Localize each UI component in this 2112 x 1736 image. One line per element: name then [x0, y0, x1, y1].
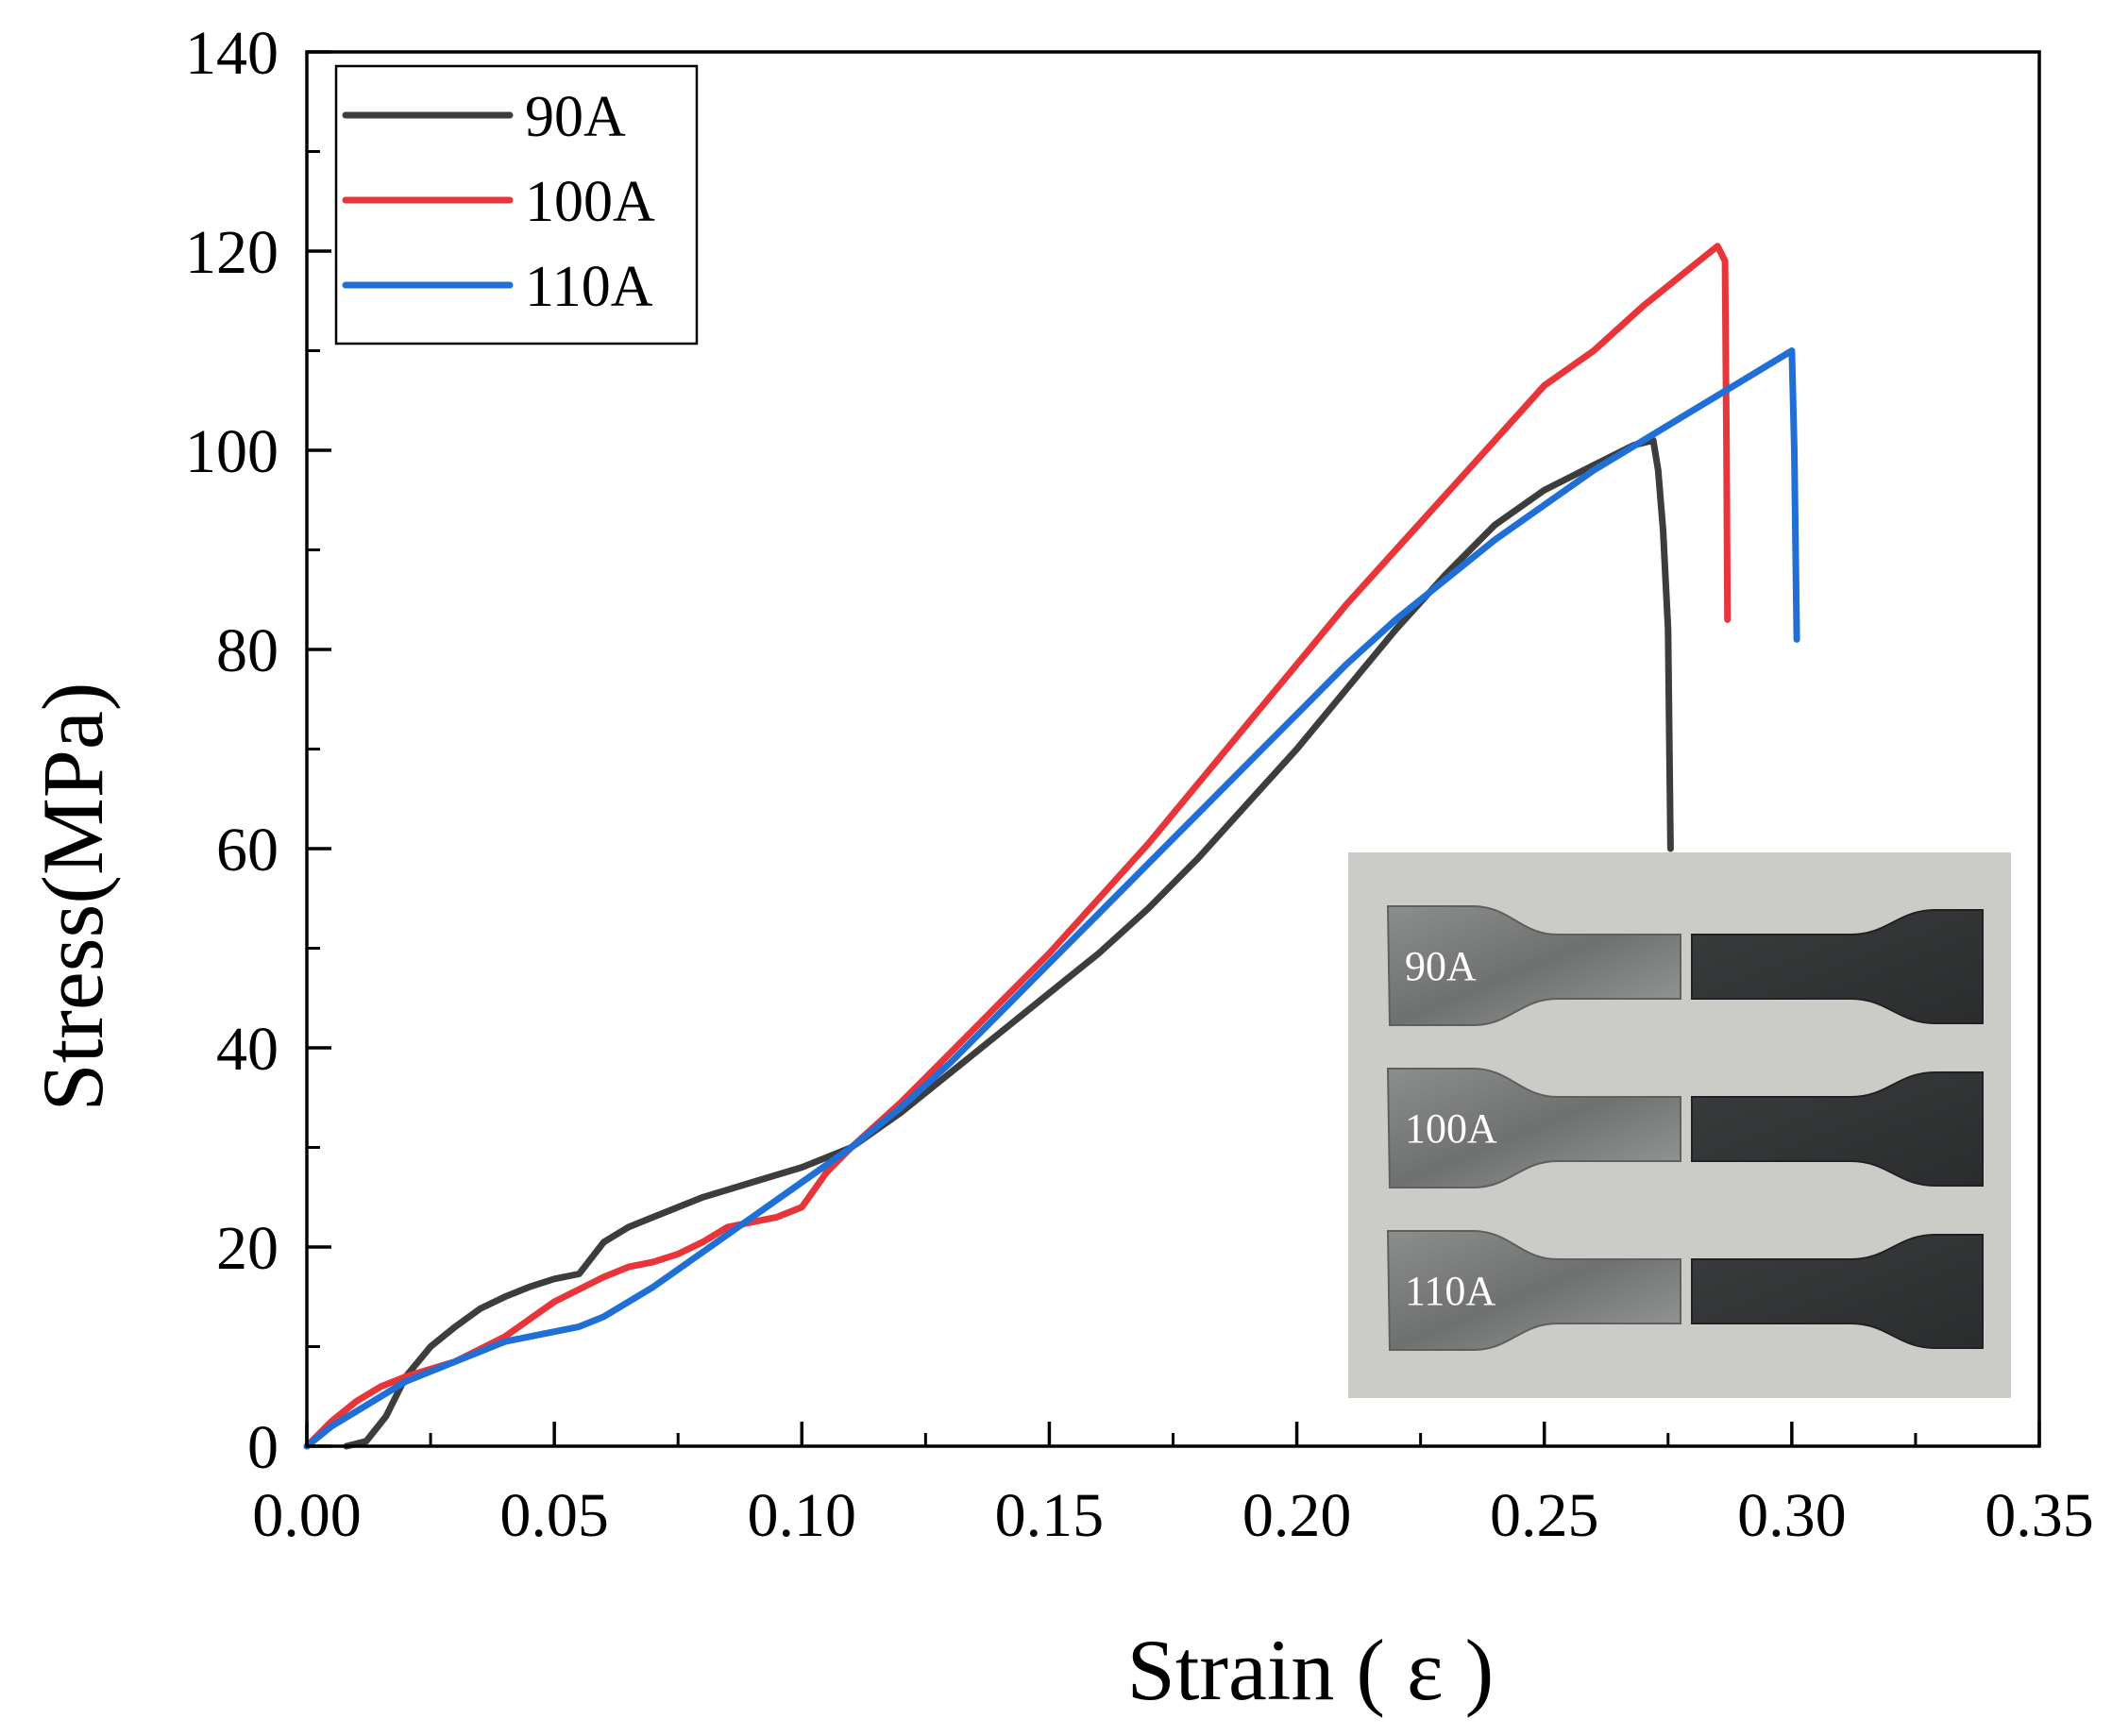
y-tick-label: 60	[216, 816, 279, 885]
specimen-100A: 100A	[1386, 1068, 1984, 1188]
legend: 90A 100A 110A	[334, 64, 699, 346]
specimen-right-half	[1691, 1234, 1984, 1349]
x-tick-label: 0.35	[1985, 1481, 2094, 1550]
specimen-right-half	[1691, 1071, 1984, 1187]
legend-label-90A: 90A	[525, 85, 626, 149]
y-tick-label: 140	[185, 19, 279, 88]
series-line-110A	[303, 347, 1800, 1450]
legend-label-100A: 100A	[525, 170, 655, 234]
y-tick-label: 0	[247, 1413, 279, 1482]
x-tick-label: 0.25	[1490, 1481, 1599, 1550]
specimen-label-90A: 90A	[1405, 943, 1477, 989]
x-tick-label: 0.20	[1242, 1481, 1352, 1550]
specimen-left-half	[1386, 905, 1681, 1026]
specimen-left-half	[1386, 1068, 1681, 1188]
y-tick-label: 20	[216, 1214, 279, 1283]
specimen-90A: 90A	[1386, 905, 1984, 1026]
series-line-100A	[303, 243, 1732, 1450]
x-tick-label: 0.30	[1737, 1481, 1847, 1550]
specimen-label-100A: 100A	[1405, 1105, 1497, 1152]
series-layer	[303, 243, 1800, 1450]
y-axis-title: Stress(MPa)	[25, 683, 121, 1112]
x-tick-label: 0.15	[995, 1481, 1105, 1550]
inset-photo: 90A 100A 110A	[1348, 852, 2011, 1398]
legend-label-110A: 110A	[525, 255, 653, 319]
specimen-left-half	[1386, 1230, 1681, 1351]
y-tick-label: 40	[216, 1015, 279, 1084]
specimen-right-half	[1691, 909, 1984, 1024]
ticks-layer: 0.00 0.05 0.10 0.15 0.20 0.25 0.30 0.35 0 20 40 60 8…	[185, 19, 2094, 1550]
specimen-110A: 110A	[1386, 1230, 1984, 1351]
specimen-label-110A: 110A	[1405, 1268, 1495, 1314]
x-axis-title: Strain ( ε )	[1127, 1622, 1495, 1718]
y-tick-label: 100	[185, 417, 279, 486]
x-tick-label: 0.00	[252, 1481, 362, 1550]
y-tick-label: 120	[185, 218, 279, 287]
series-line-90A	[343, 437, 1674, 1450]
y-tick-label: 80	[216, 616, 279, 685]
x-tick-label: 0.05	[499, 1481, 609, 1550]
x-tick-label: 0.10	[748, 1481, 857, 1550]
